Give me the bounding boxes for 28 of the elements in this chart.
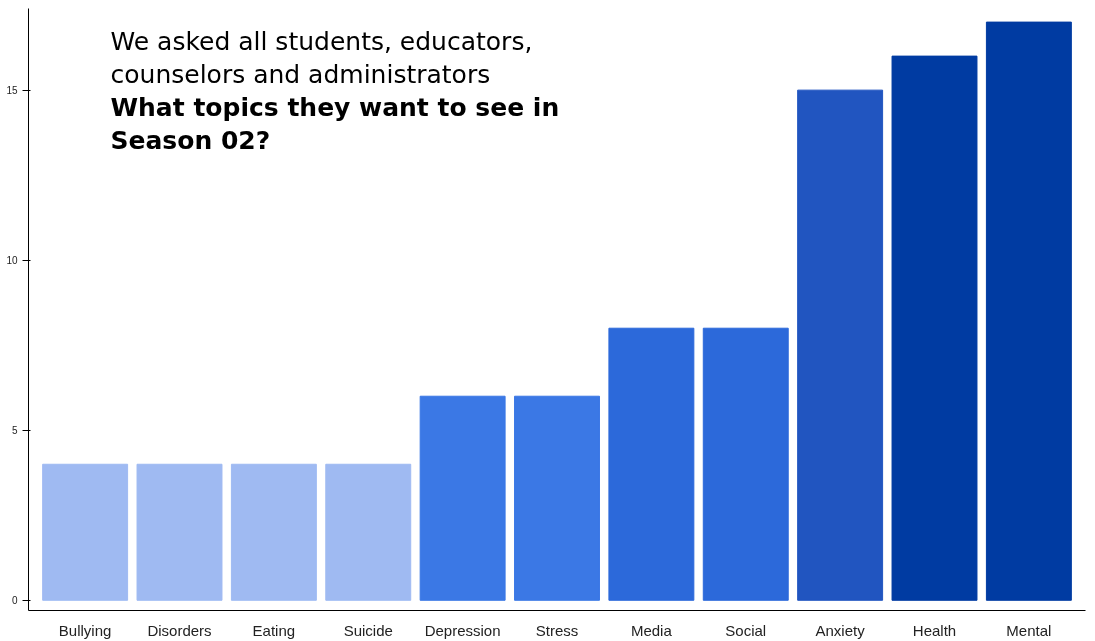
x-tick-label: Health [912,621,957,639]
x-tick-label: Mental [1006,621,1052,639]
bar [891,55,978,601]
x-tick-label: Eating [252,621,296,639]
x-tick-label: Depression [424,621,501,639]
bar [702,327,789,601]
x-tick-label: Disorders [147,621,212,639]
text: We asked all students, educators, counselors and administrators [110,26,533,89]
x-tick-label: Suicide [343,621,393,639]
x-tick-label: Bullying [58,621,112,639]
bar [797,89,884,601]
bar [985,21,1072,601]
bar [514,395,600,601]
x-tick-label: Media [630,621,673,639]
bar [230,463,317,601]
y-tick-label: 15 [6,85,18,97]
text: What topics they want to see in Season 02? [110,92,560,155]
bar [419,395,506,601]
x-tick-label: Stress [535,621,579,639]
bar [42,463,129,601]
y-tick-label: 5 [11,425,18,437]
y-tick-label: 10 [6,255,18,267]
bar [136,463,223,601]
bar [608,327,695,601]
y-tick-label: 0 [11,595,18,607]
x-tick-label: Social [725,621,767,639]
x-tick-label: Anxiety [815,621,866,639]
bar [325,463,412,601]
